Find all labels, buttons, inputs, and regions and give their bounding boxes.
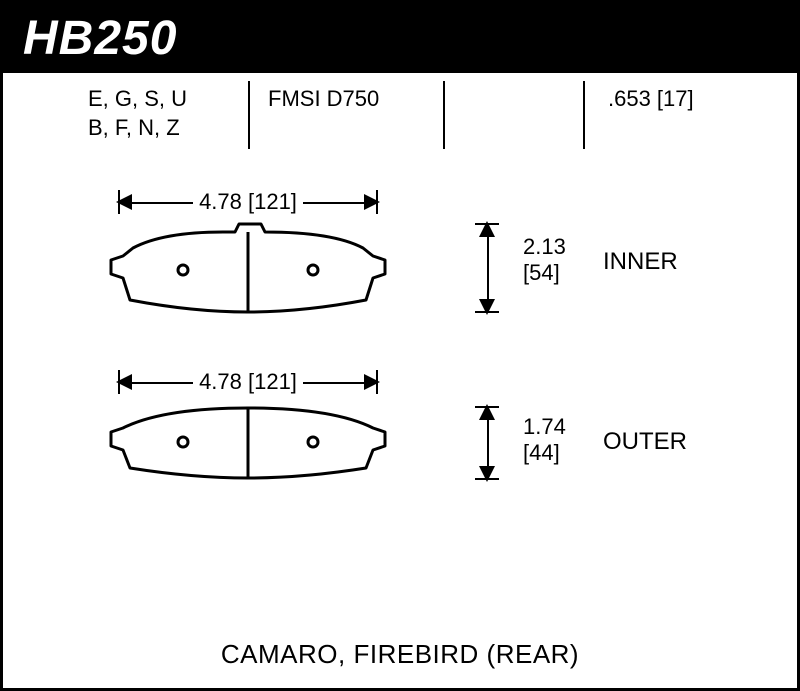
inner-height-dimension [473,223,501,313]
thickness-value: .653 [17] [608,85,694,114]
compound-line: E, G, S, U [88,85,187,114]
compound-line: B, F, N, Z [88,114,187,143]
inner-height-label: 2.13 [54] [523,234,566,287]
outer-width-dimension: 4.78 [121] [118,368,378,396]
outer-name: OUTER [603,428,687,456]
spec-divider [248,81,250,149]
application-label: CAMARO, FIREBIRD (REAR) [3,639,797,670]
inner-pad-shape [103,218,393,318]
outer-height-dimension [473,406,501,480]
diagram-area: 4.78 [121] 2.13 [54] INNER 4.78 [121] [3,168,797,598]
header-bar: HB250 [3,3,797,73]
spec-row: E, G, S, U B, F, N, Z FMSI D750 .653 [17… [3,73,797,168]
spec-divider [583,81,585,149]
compound-codes: E, G, S, U B, F, N, Z [88,85,187,142]
outer-pad-shape [103,398,393,484]
spec-divider [443,81,445,149]
part-number: HB250 [23,11,177,66]
inner-width-dimension: 4.78 [121] [118,188,378,216]
inner-width-label: 4.78 [121] [193,189,303,215]
outer-height-label: 1.74 [44] [523,414,566,467]
inner-name: INNER [603,248,678,276]
fmsi-code: FMSI D750 [268,85,379,114]
outer-width-label: 4.78 [121] [193,369,303,395]
